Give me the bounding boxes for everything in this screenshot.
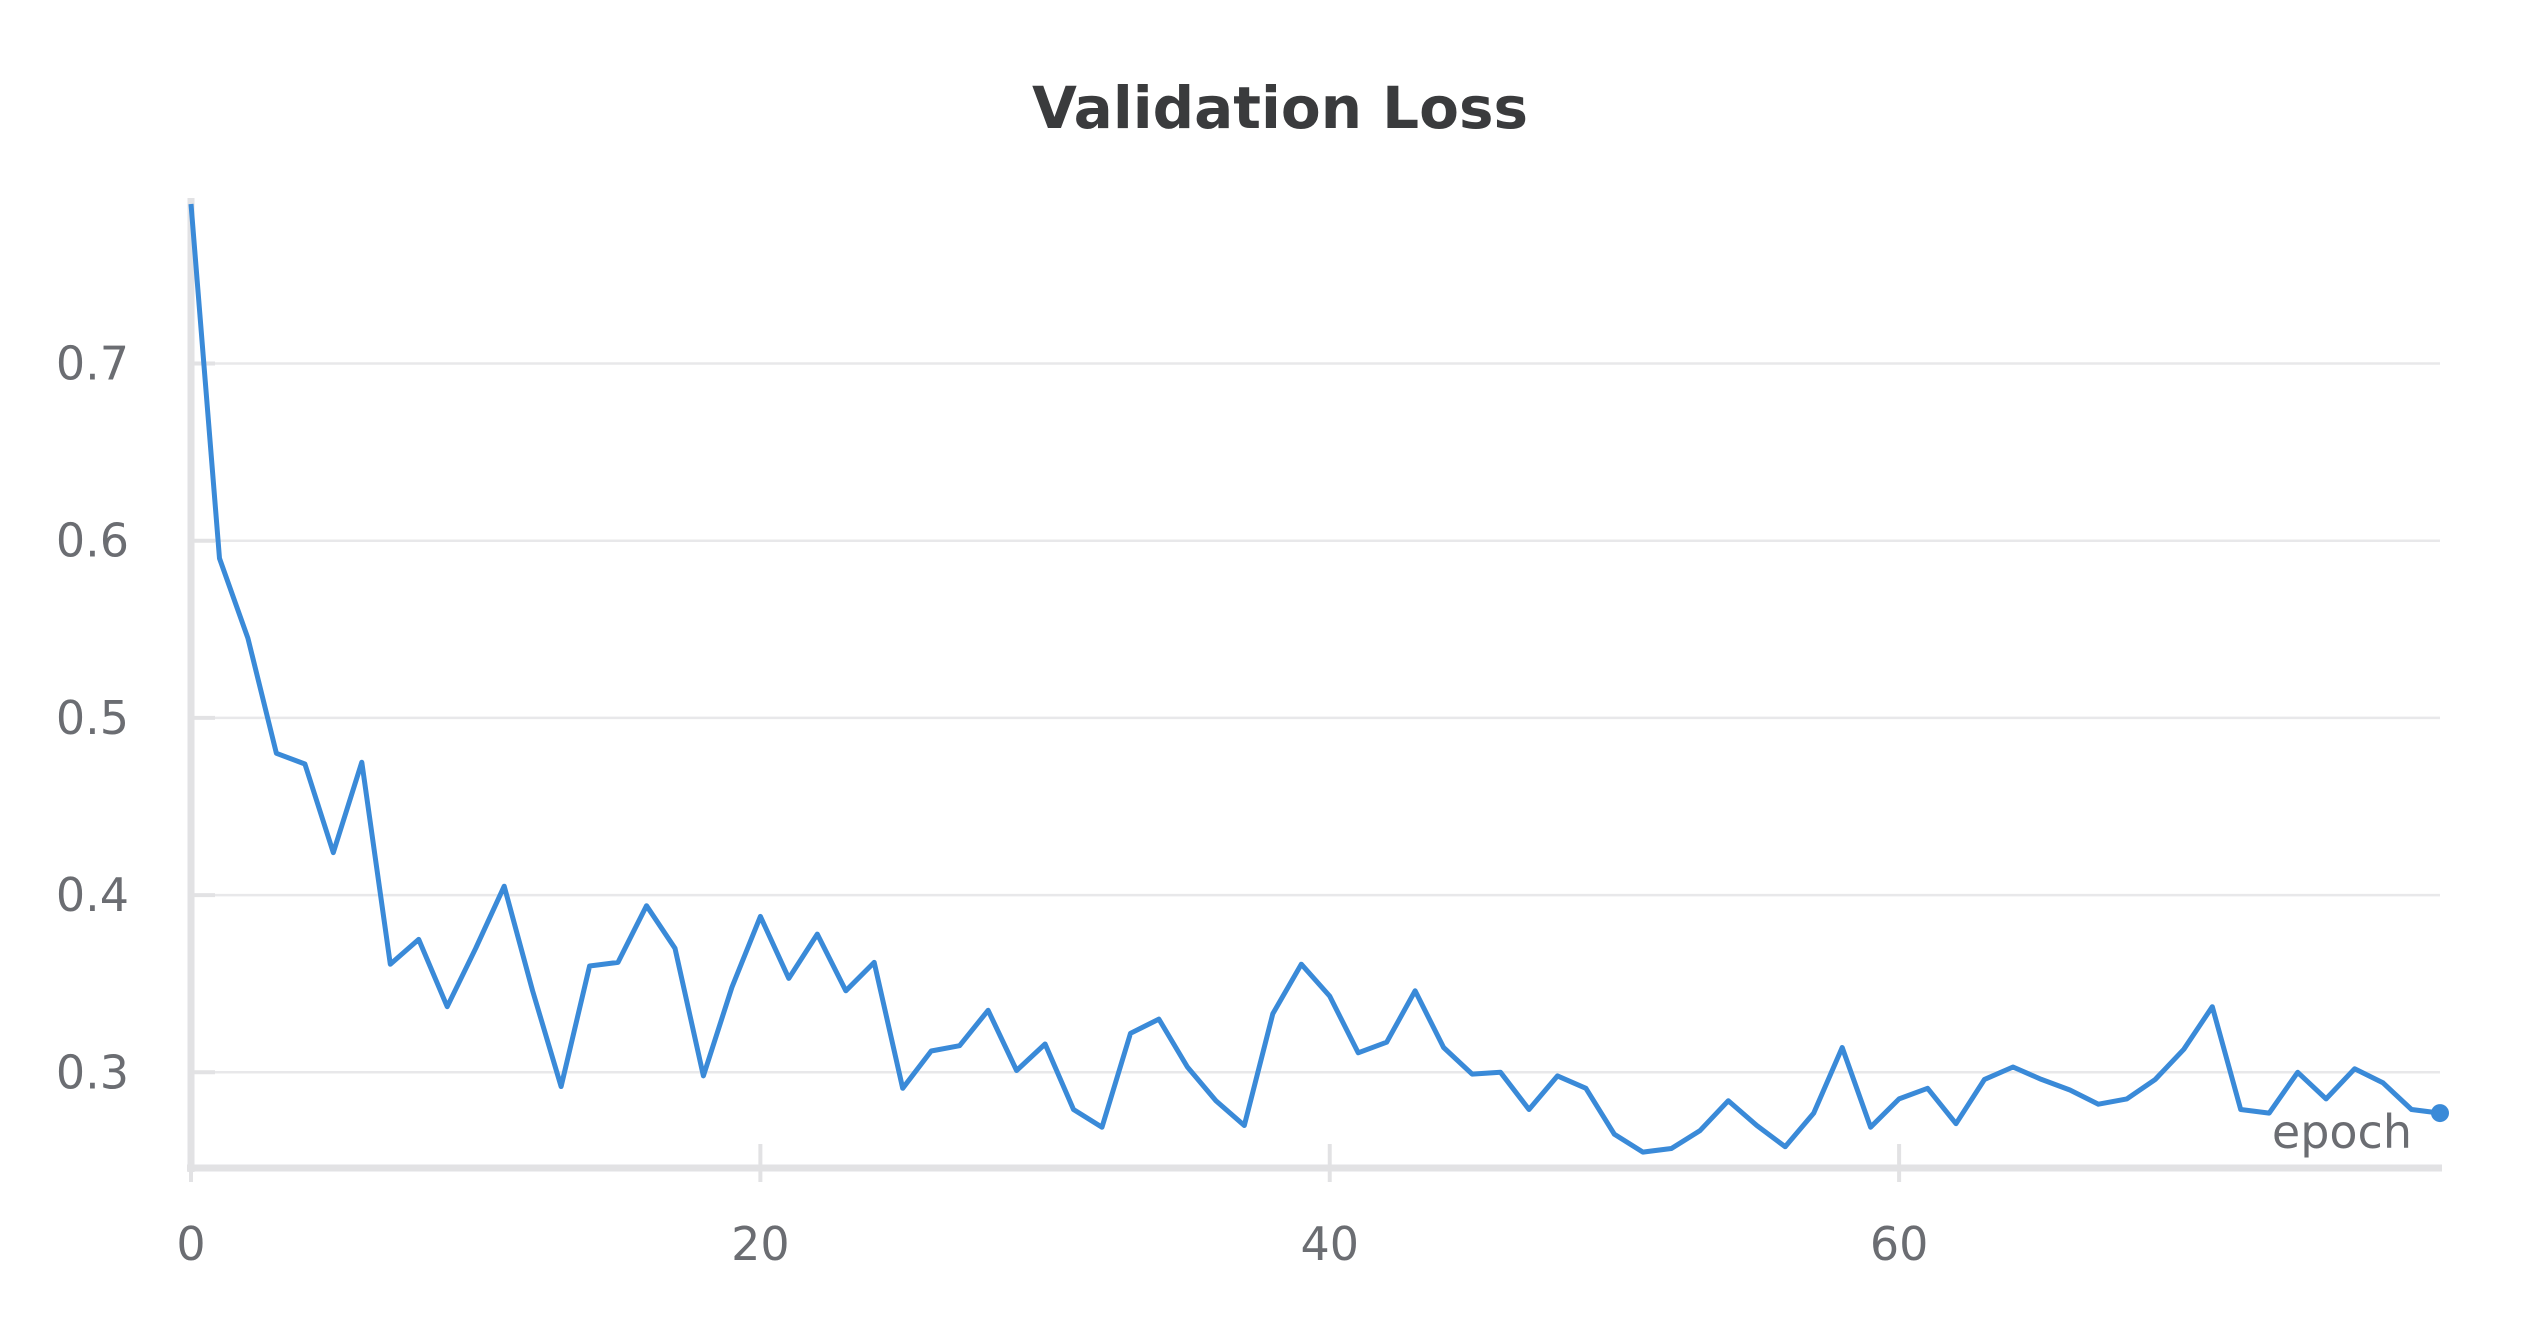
y-tick-label: 0.3 (56, 1045, 129, 1099)
x-tick-label: 20 (731, 1217, 790, 1271)
series-layer (188, 203, 2449, 1155)
y-tick-label: 0.5 (56, 691, 129, 745)
y-tick-label: 0.6 (56, 514, 129, 568)
y-tick-label: 0.7 (56, 336, 129, 390)
x-tick-label: 0 (176, 1217, 205, 1271)
x-axis-label: epoch (2272, 1105, 2412, 1159)
x-tick-label: 60 (1870, 1217, 1929, 1271)
y-tick-label: 0.4 (56, 868, 129, 922)
x-tick-label: 40 (1300, 1217, 1359, 1271)
axis-layer: 0.3 0.4 0.5 0.6 0.7 0 20 40 60 (56, 198, 2442, 1271)
grid-layer (191, 362, 2440, 1074)
series-line (188, 203, 2441, 1155)
series-endpoint-marker (2431, 1104, 2449, 1123)
chart-title: Validation Loss (1032, 74, 1528, 142)
